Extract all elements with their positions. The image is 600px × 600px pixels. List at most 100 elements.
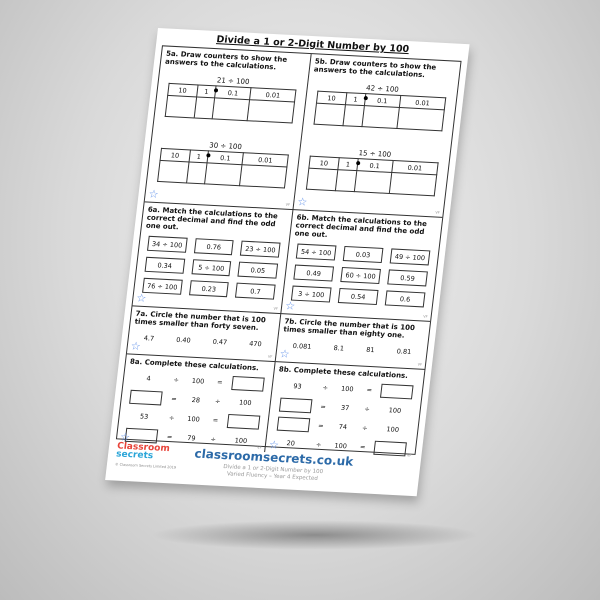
equation-term: = [216,378,224,387]
equation-term: 100 [191,376,205,386]
equation-row: = 37 ÷ 100 [274,397,416,418]
equation-term: 100 [388,406,402,415]
answer-option[interactable]: 8.1 [333,344,345,353]
question-q7b: 7b. Circle the number that is 100 times … [275,314,431,370]
equation-term: ÷ [173,375,180,385]
equation-row: = 74 ÷ 100 [272,416,414,437]
worksheet: Divide a 1 or 2-Digit Number by 100 5a. … [105,28,470,497]
star-icon: ☆ [130,339,142,354]
equation-term: 100 [234,436,248,446]
answer-option[interactable]: 81 [365,345,375,355]
counter-cell[interactable] [247,99,295,124]
equation-term: = [317,421,325,430]
equation-term: = [212,416,219,425]
equation-term: 74 [338,422,348,432]
star-icon: ☆ [147,187,160,202]
counter-cell[interactable] [239,164,288,189]
place-value-header: 1 [337,157,358,171]
counter-cell[interactable] [361,105,400,129]
question-q6a: 6a. Match the calculations to the correc… [132,202,294,315]
vf-label: VF [435,210,441,215]
equation-term: 4 [146,374,152,383]
question-grid: 5a. Draw counters to show the answers to… [115,45,462,458]
equation-term: 37 [340,403,350,413]
counter-cell[interactable] [313,103,346,126]
question-text: 5a. Draw counters to show the answers to… [164,49,288,72]
match-card[interactable]: 23 ÷ 100 [240,240,281,258]
match-card[interactable]: 0.6 [384,290,426,308]
question-q6b: 6b. Match the calculations to the correc… [281,210,443,322]
match-card[interactable]: 0.49 [293,264,335,282]
question-q5b: 5b. Draw counters to show the answers to… [293,54,461,218]
star-icon: ☆ [135,291,148,306]
equation-row: 4 ÷ 100 = [127,371,268,392]
match-card[interactable]: 5 ÷ 100 [191,259,232,277]
place-value-header: 1 [345,92,366,106]
question-q8b: 8b. Complete these calculations. 93 ÷ 100 = =… [265,362,424,460]
equation-term: = [170,394,178,404]
answer-option[interactable]: 0.081 [292,341,312,351]
match-card[interactable]: 0.03 [342,245,384,263]
counter-cell[interactable] [354,170,392,194]
equation-term: ÷ [361,423,369,433]
answer-box[interactable] [380,383,414,400]
match-card[interactable]: 0.7 [235,282,276,300]
equation-term: 28 [191,395,201,405]
answer-box[interactable] [230,375,265,392]
question-text: 8b. Complete these calculations. [278,365,409,381]
counter-cell[interactable] [396,107,445,131]
decimal-point [214,88,219,93]
answer-option[interactable]: 4.7 [143,334,155,343]
decimal-point [355,161,361,166]
equation-term: 79 [186,433,196,443]
equation-term: 93 [292,382,303,391]
match-card[interactable]: 49 ÷ 100 [389,248,431,266]
answer-box[interactable] [129,389,164,406]
equation-term: = [366,385,373,395]
equation-term: ÷ [315,440,322,449]
copyright: © Classroom Secrets Limited 2019 [114,462,177,470]
match-card[interactable]: 60 ÷ 100 [340,266,381,284]
answer-option[interactable]: 0.81 [396,347,412,357]
answer-box[interactable] [276,416,310,433]
star-icon: ☆ [296,195,309,209]
match-card[interactable]: 0.76 [193,238,234,256]
paper-shadow [150,520,480,550]
classroom-secrets-logo: Classroom secrets [115,441,171,462]
question-text: 5b. Draw counters to show the answers to… [313,57,437,80]
equation-term: ÷ [168,413,175,423]
answer-option[interactable]: 470 [248,339,263,349]
match-card[interactable]: 0.59 [387,269,428,287]
match-card[interactable]: 76 ÷ 100 [142,277,183,295]
match-card[interactable]: 0.54 [337,287,379,305]
answer-box[interactable] [226,413,260,430]
equation-term: ÷ [214,397,221,406]
question-q5a: 5a. Draw counters to show the answers to… [144,46,312,211]
match-card[interactable]: 0.23 [188,280,230,298]
answer-option[interactable]: 0.40 [175,335,192,345]
match-card[interactable]: 34 ÷ 100 [147,235,188,253]
equation-term: ÷ [322,383,329,392]
equation-term: 100 [186,414,201,424]
place-value-chart: 10 1 0.1 0.01 [306,156,440,197]
equation-term: 100 [238,398,253,408]
question-q8a: 8a. Complete these calculations. 4 ÷ 100 = = 2… [116,354,276,453]
match-card[interactable]: 3 ÷ 100 [290,285,332,303]
counter-cell[interactable] [306,168,338,191]
equation-term: ÷ [210,435,217,444]
equation-row: 93 ÷ 100 = [276,378,418,400]
vf-label: VF [422,314,428,319]
match-card[interactable]: 0.05 [237,261,279,279]
counter-cell[interactable] [157,160,189,183]
counter-cell[interactable] [388,172,438,196]
answer-box[interactable] [278,397,313,414]
match-card[interactable]: 0.34 [144,256,185,274]
counter-cell[interactable] [164,95,197,118]
equation-term: = [166,432,173,442]
counter-cell[interactable] [204,162,242,186]
counter-cell[interactable] [212,97,250,121]
equation-row: = 28 ÷ 100 [125,389,266,411]
answer-option[interactable]: 0.47 [212,337,228,347]
match-card[interactable]: 54 ÷ 100 [295,243,337,261]
place-value-chart: 10 1 0.1 0.01 [157,148,290,189]
